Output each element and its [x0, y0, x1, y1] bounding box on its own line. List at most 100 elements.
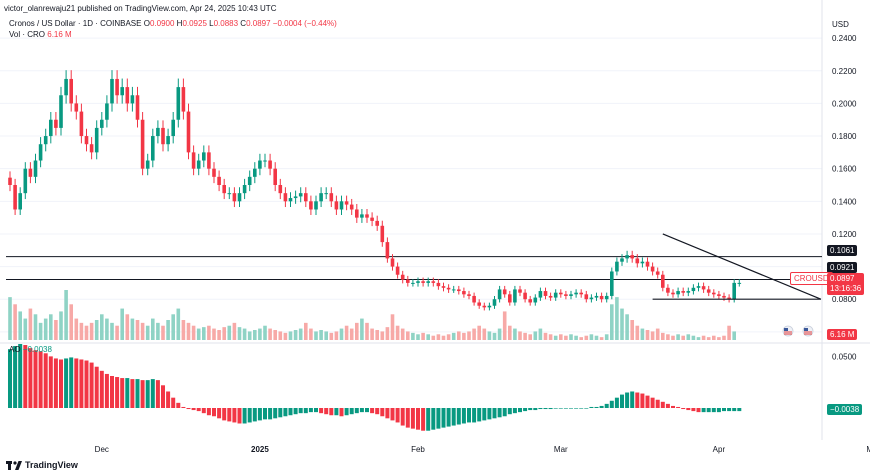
ao-bar: [625, 392, 630, 408]
high-value: 0.0925: [182, 19, 207, 28]
ao-bar: [18, 344, 23, 408]
ao-bar: [43, 353, 48, 408]
ao-bar: [263, 408, 267, 420]
volume-bar: [406, 331, 410, 340]
ao-bar: [492, 408, 497, 419]
candle-body: [528, 299, 532, 303]
candle-body: [691, 287, 696, 292]
volume-bar: [329, 332, 334, 340]
volume-legend[interactable]: Vol · CRO 6.16 M: [9, 30, 72, 39]
volume-bar: [467, 331, 471, 340]
ao-bar: [507, 408, 512, 415]
volume-bar: [482, 328, 487, 340]
ao-bar: [645, 395, 650, 408]
ao-bar: [344, 408, 349, 416]
candle-body: [69, 78, 73, 104]
candle-body: [375, 220, 379, 226]
ao-bar: [288, 408, 293, 416]
volume-bar: [283, 332, 288, 340]
candle-body: [467, 294, 471, 296]
volume-bar: [625, 314, 629, 340]
volume-bar: [84, 325, 89, 340]
volume-bar: [140, 322, 145, 340]
ao-bar: [502, 408, 507, 417]
volume-bar: [115, 325, 119, 340]
volume-bar: [676, 334, 680, 340]
volume-bar: [584, 335, 589, 340]
candle-body: [686, 291, 691, 293]
ao-bar: [390, 408, 395, 421]
ao-bar: [176, 402, 181, 408]
candle-body: [110, 78, 114, 104]
volume-bar: [8, 297, 12, 340]
candle-body: [232, 193, 237, 202]
x-tick-label: Mar: [554, 445, 568, 454]
candle-body: [166, 136, 170, 145]
ao-bar: [319, 408, 324, 414]
x-tick-label: Feb: [411, 445, 425, 454]
ao-bar: [196, 408, 201, 412]
volume-bar: [385, 327, 390, 340]
ao-bar: [314, 408, 318, 413]
volume-bar: [538, 328, 543, 340]
volume-bar: [268, 328, 272, 340]
ao-bar: [308, 408, 313, 413]
volume-tag: 6.16 M: [827, 329, 858, 340]
ao-bar: [242, 408, 247, 424]
volume-bar: [171, 314, 175, 340]
candle-body: [564, 294, 568, 296]
ao-bar: [89, 362, 94, 408]
candle-body: [370, 217, 374, 221]
volume-bar: [263, 325, 267, 340]
y-tick-label: 0.2400: [832, 34, 857, 43]
ao-bar: [497, 408, 502, 418]
ao-legend[interactable]: AO −0.0038: [9, 345, 52, 354]
ao-bar: [421, 408, 426, 431]
symbol-legend[interactable]: Cronos / US Dollar · 1D · COINBASE O0.09…: [9, 19, 337, 28]
ao-bar: [166, 391, 171, 408]
candle-body: [186, 111, 191, 153]
volume-bar: [293, 330, 298, 340]
ao-bar: [283, 408, 288, 417]
candle-body: [487, 305, 492, 308]
candle-body: [217, 176, 221, 185]
volume-bar: [390, 314, 395, 340]
y-tick-label: 0.0800: [832, 295, 857, 304]
ao-bar: [222, 408, 227, 421]
ao-bar: [563, 408, 568, 409]
ao-bar: [273, 408, 278, 419]
ao-bar: [110, 376, 114, 408]
candle-body: [309, 201, 313, 210]
volume-bar: [681, 335, 685, 340]
ao-bar: [569, 408, 573, 409]
volume-bar: [492, 332, 497, 340]
volume-bar: [431, 335, 436, 340]
volume-bar: [599, 337, 604, 340]
symbol-title[interactable]: Cronos / US Dollar · 1D · COINBASE: [9, 19, 142, 28]
candle-body: [105, 103, 109, 120]
ao-bar: [329, 408, 334, 416]
candle-body: [727, 297, 731, 300]
volume-bar: [615, 297, 619, 340]
tradingview-logo[interactable]: TradingView: [6, 460, 78, 470]
volume-bar: [156, 322, 160, 340]
awesome-oscillator: [8, 344, 742, 431]
open-value: 0.0900: [149, 19, 175, 28]
volume-bar: [706, 337, 711, 340]
candle-body: [365, 214, 369, 218]
candle-body: [523, 292, 527, 300]
volume-bar: [457, 331, 461, 340]
ao-label: AO: [9, 345, 21, 354]
ao-bar: [171, 397, 176, 408]
candle-body: [283, 193, 288, 202]
y-tick-label: 0.2200: [832, 67, 857, 76]
candle-body: [360, 214, 364, 218]
candle-body: [355, 209, 359, 218]
currency-label[interactable]: USD: [832, 20, 849, 29]
volume-bar: [191, 325, 196, 340]
volume-bar: [661, 332, 665, 340]
volume-bar: [722, 335, 726, 340]
ao-bar: [599, 405, 604, 408]
ao-bar: [140, 380, 145, 408]
